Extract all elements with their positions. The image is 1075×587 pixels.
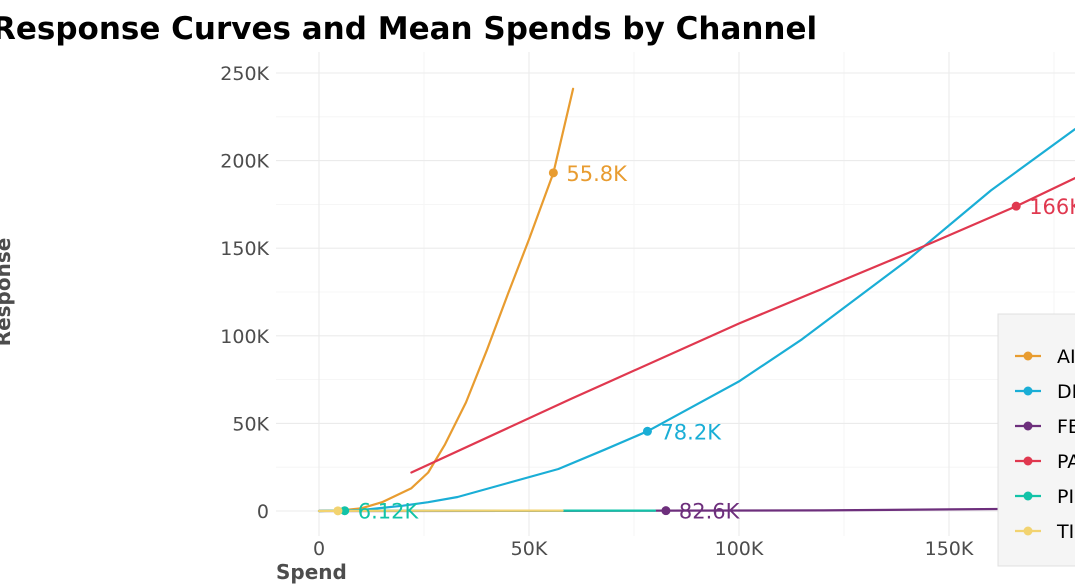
legend-dot-pi <box>1023 491 1033 501</box>
curve-di <box>317 128 1075 513</box>
legend-dot-pa <box>1023 456 1033 466</box>
x-tick-label: 150K <box>925 538 974 560</box>
mean-label-ai: 55.8K <box>566 162 628 186</box>
legend-dot-fb <box>1023 421 1033 431</box>
y-tick-label: 250K <box>220 63 269 85</box>
y-tick-label: 150K <box>220 238 269 260</box>
mean-point-ai <box>548 168 558 178</box>
chart-title: Response Curves and Mean Spends by Chann… <box>0 11 817 47</box>
y-axis-ticks: 0 50K 100K 150K 200K 250K <box>220 63 269 523</box>
y-tick-label: 50K <box>232 413 269 435</box>
x-tick-label: 100K <box>715 538 764 560</box>
mean-point-di <box>642 426 652 436</box>
mean-label-pa: 166K <box>1029 195 1075 219</box>
legend-label-pa: PA <box>1057 451 1075 473</box>
x-tick-label: 0 <box>313 538 325 560</box>
curve-pa <box>410 177 1075 474</box>
y-axis-title: Response <box>0 238 15 347</box>
legend-label-pi: PI <box>1057 486 1074 508</box>
y-tick-label: 100K <box>220 326 269 348</box>
y-tick-label: 200K <box>220 151 269 173</box>
mean-point-pi <box>340 506 350 516</box>
legend-label-fb: FB <box>1057 416 1075 438</box>
x-axis-title: Spend <box>276 560 347 584</box>
legend-dot-di <box>1023 386 1033 396</box>
legend-label-di: DI <box>1057 381 1075 403</box>
mean-spend-markers: 55.8K 78.2K 82.6K 166K 6.12K <box>333 162 1075 524</box>
curve-ai <box>317 87 575 513</box>
legend-dot-ti <box>1023 526 1033 536</box>
legend-dot-ai <box>1023 351 1033 361</box>
plot-grid <box>276 52 1075 536</box>
x-tick-label: 50K <box>511 538 548 560</box>
legend: AI DI FB PA PI TI <box>997 313 1075 567</box>
y-tick-label: 0 <box>257 501 269 523</box>
mean-label-pi: 6.12K <box>358 500 420 524</box>
mean-point-fb <box>661 506 671 516</box>
mean-label-di: 78.2K <box>660 420 722 444</box>
x-axis-ticks: 0 50K 100K 150K <box>313 538 974 560</box>
response-curves <box>317 87 1075 513</box>
legend-label-ai: AI <box>1057 346 1075 368</box>
mean-label-fb: 82.6K <box>679 500 741 524</box>
mean-point-ti <box>333 506 343 516</box>
legend-label-ti: TI <box>1056 521 1074 543</box>
mean-point-pa <box>1011 201 1021 211</box>
